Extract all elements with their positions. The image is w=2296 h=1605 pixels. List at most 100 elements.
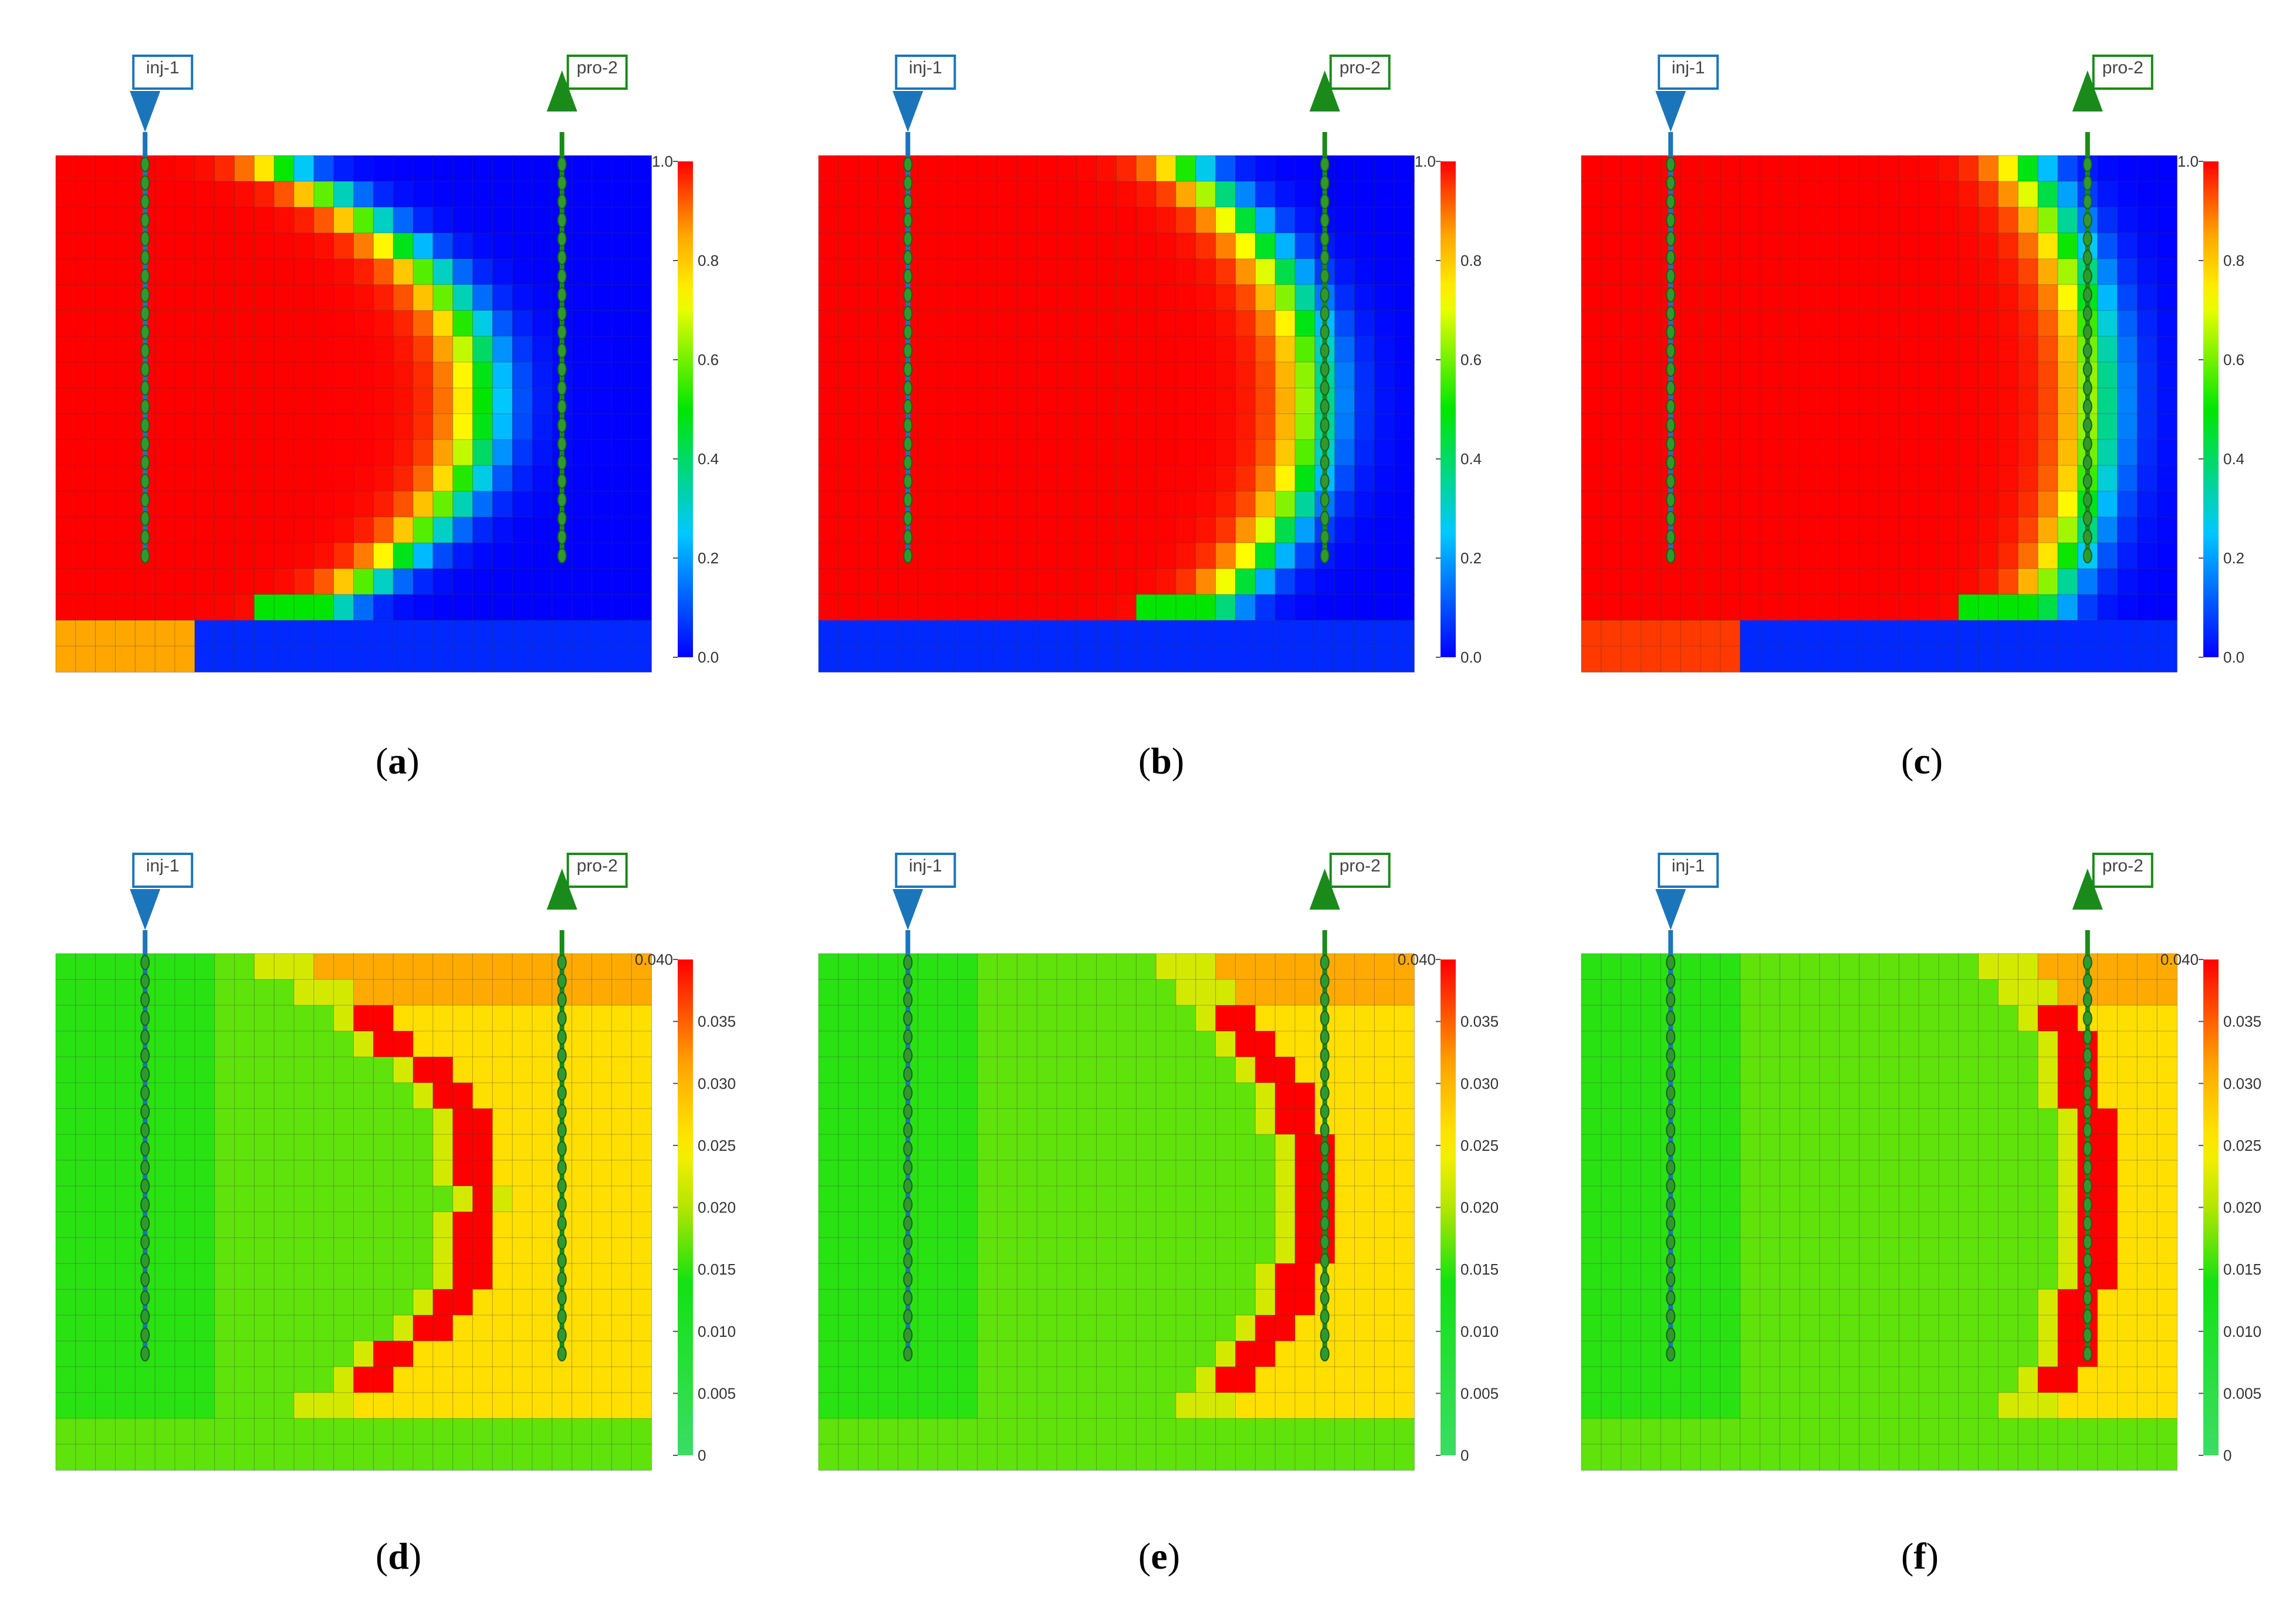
grid-cell (1859, 979, 1880, 1006)
grid-cell (631, 413, 652, 440)
grid-cell (1740, 1444, 1761, 1471)
grid-cell (234, 1185, 255, 1212)
grid-cell (937, 155, 958, 182)
grid-cell (838, 387, 859, 414)
perforation-marker (1320, 212, 1330, 228)
grid-cell (1819, 594, 1840, 621)
grid-cell (1859, 594, 1880, 621)
grid-cell (1294, 953, 1316, 980)
perforation-marker (2082, 436, 2092, 452)
grid-cell (1918, 1082, 1940, 1109)
grid-cell (532, 1366, 553, 1393)
grid-cell (1096, 594, 1117, 621)
grid-cell (897, 594, 919, 621)
grid-cell (55, 181, 76, 208)
grid-cell (897, 568, 919, 595)
grid-cell (1958, 387, 1979, 414)
grid-cell (333, 542, 354, 569)
grid-cell (1938, 646, 1959, 673)
grid-cell (591, 1160, 613, 1187)
grid-cell (95, 336, 116, 363)
grid-cell (1938, 336, 1959, 363)
perforation-marker (1666, 1253, 1676, 1269)
grid-cell (2017, 1289, 2039, 1316)
grid-cell (273, 387, 295, 414)
grid-cell (1135, 594, 1157, 621)
grid-cell (293, 258, 315, 285)
grid-cell (1760, 1392, 1781, 1419)
grid-cell (313, 207, 334, 234)
grid-cell (1958, 1160, 1979, 1187)
grid-cell (838, 361, 859, 388)
grid-cell (1076, 1134, 1097, 1161)
grid-cell (1978, 568, 1999, 595)
grid-cell (818, 516, 839, 543)
grid-cell (55, 1005, 76, 1032)
grid-cell (1016, 1237, 1038, 1264)
grid-cell (1294, 413, 1316, 440)
grid-cell (154, 594, 176, 621)
grid-cell (293, 542, 315, 569)
grid-cell (412, 336, 434, 363)
grid-cell (273, 284, 295, 311)
grid-cell (1918, 336, 1940, 363)
grid-cell (1235, 1418, 1256, 1445)
perforation-marker (557, 473, 567, 489)
producer-well: pro-2 (1309, 55, 1391, 563)
grid-cell (2057, 387, 2078, 414)
grid-cell (878, 568, 899, 595)
grid-cell (1274, 1005, 1296, 1032)
grid-cell (1879, 646, 1900, 673)
grid-cell (492, 284, 513, 311)
grid-cell (1354, 336, 1375, 363)
grid-cell (95, 516, 116, 543)
perforation-marker (1666, 1104, 1676, 1120)
grid-cell (373, 1030, 394, 1057)
grid-cell (917, 1263, 939, 1290)
grid-cell (1096, 1418, 1117, 1445)
grid-cell (214, 1108, 235, 1135)
grid-cell (937, 646, 958, 673)
colorbar-tick-label: 1.0 (652, 153, 673, 170)
grid-cell (1978, 1392, 1999, 1419)
grid-cell (957, 439, 978, 466)
grid-cell (878, 1340, 899, 1367)
grid-cell (818, 1134, 839, 1161)
grid-cell (818, 1418, 839, 1445)
grid-cell (1096, 1108, 1117, 1135)
grid-cell (1799, 1005, 1820, 1032)
perforation-marker (557, 511, 567, 526)
grid-cell (997, 979, 1018, 1006)
grid-cell (174, 413, 195, 440)
grid-cell (1076, 1263, 1097, 1290)
grid-cell (1235, 1005, 1256, 1032)
grid-cell (2017, 387, 2039, 414)
perforation-marker (1320, 548, 1330, 563)
grid-cell (1760, 620, 1781, 647)
perforation-marker (2082, 380, 2092, 396)
grid-cell (1016, 1444, 1038, 1471)
grid-cell (532, 1134, 553, 1161)
grid-cell (234, 1056, 255, 1083)
perforation-marker (557, 287, 567, 303)
grid-cell (1760, 361, 1781, 388)
grid-cell (293, 1340, 315, 1367)
grid-cell (1175, 155, 1196, 182)
grid-cell (1076, 1005, 1097, 1032)
perforation-marker (1320, 511, 1330, 526)
grid-cell (1859, 1108, 1880, 1135)
grid-cell (353, 1211, 374, 1238)
grid-cell (1660, 646, 1682, 673)
grid-cell (1700, 1237, 1721, 1264)
grid-cell (154, 1392, 176, 1419)
grid-cell (1195, 1056, 1216, 1083)
grid-cell (1334, 1418, 1355, 1445)
grid-cell (1760, 155, 1781, 182)
grid-cell (1254, 568, 1276, 595)
grid-cell (878, 1108, 899, 1135)
grid-cell (1720, 979, 1741, 1006)
grid-cell (1720, 1160, 1741, 1187)
perforation-marker (557, 249, 567, 265)
grid-cell (1799, 1418, 1820, 1445)
grid-cell (1076, 1289, 1097, 1316)
